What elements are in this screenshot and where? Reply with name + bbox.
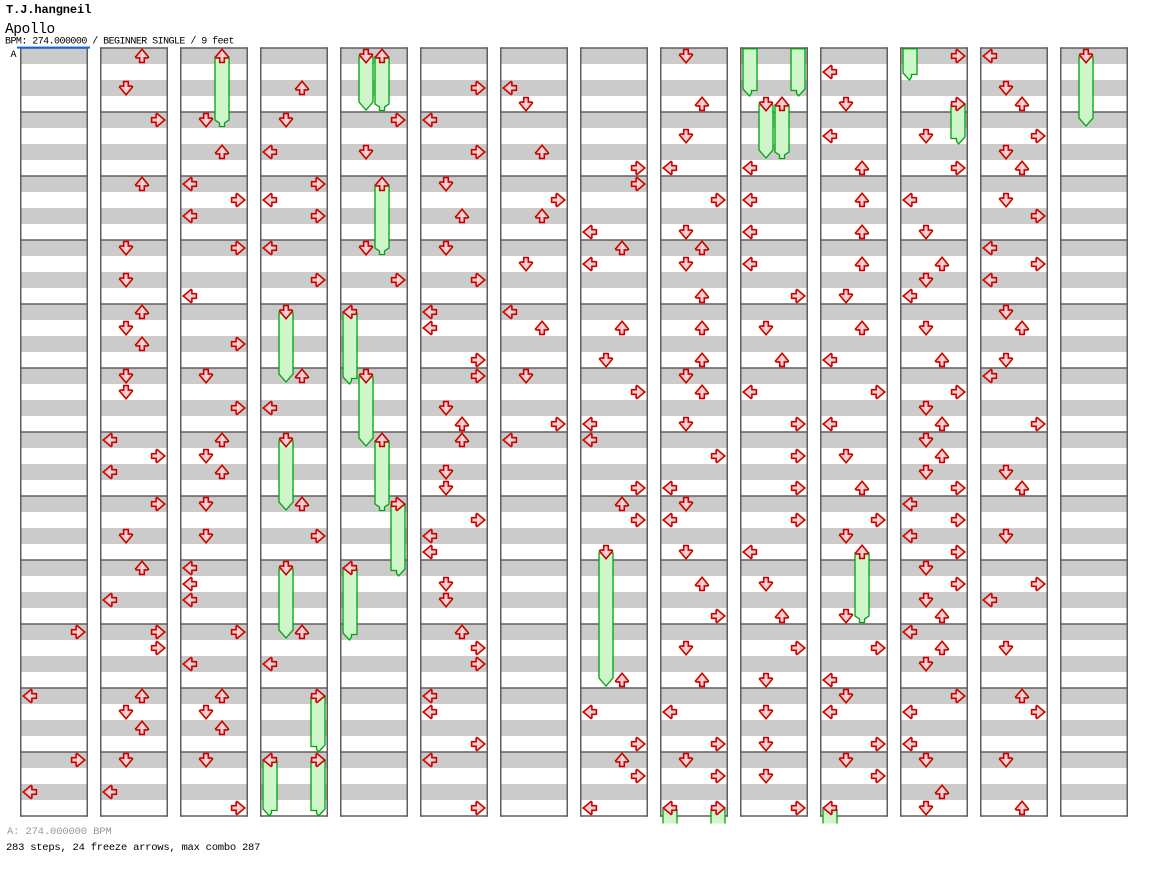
svg-text:283 steps, 24 freeze arrows, m: 283 steps, 24 freeze arrows, max combo 2… [6, 842, 260, 854]
svg-text:A: 274.000000 BPM: A: 274.000000 BPM [7, 826, 112, 838]
svg-text:T.J.hangneil: T.J.hangneil [6, 3, 91, 17]
svg-text:Apollo: Apollo [5, 22, 55, 38]
svg-text:A: A [11, 50, 17, 61]
svg-text:BPM: 274.000000 / BEGINNER SIN: BPM: 274.000000 / BEGINNER SINGLE / 9 fe… [5, 36, 234, 48]
